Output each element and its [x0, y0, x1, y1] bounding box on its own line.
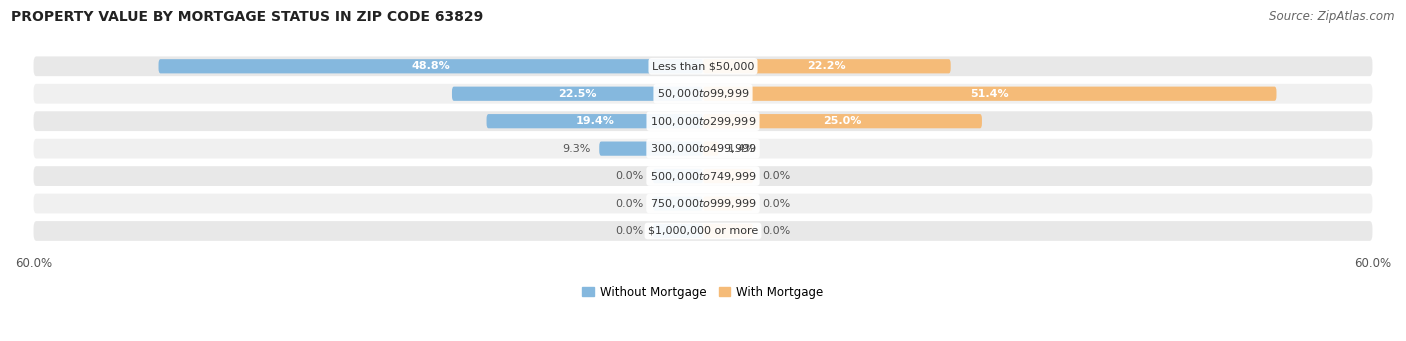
Text: 0.0%: 0.0% [762, 198, 790, 209]
FancyBboxPatch shape [451, 87, 703, 101]
FancyBboxPatch shape [652, 224, 703, 238]
FancyBboxPatch shape [34, 221, 1372, 241]
Text: 0.0%: 0.0% [616, 171, 644, 181]
Text: 22.2%: 22.2% [807, 61, 846, 71]
Text: 51.4%: 51.4% [970, 89, 1010, 99]
Text: 0.0%: 0.0% [762, 226, 790, 236]
FancyBboxPatch shape [159, 59, 703, 73]
Text: $300,000 to $499,999: $300,000 to $499,999 [650, 142, 756, 155]
FancyBboxPatch shape [486, 114, 703, 128]
FancyBboxPatch shape [703, 59, 950, 73]
Text: 19.4%: 19.4% [575, 116, 614, 126]
Legend: Without Mortgage, With Mortgage: Without Mortgage, With Mortgage [578, 281, 828, 303]
Text: $50,000 to $99,999: $50,000 to $99,999 [657, 87, 749, 100]
Text: 1.4%: 1.4% [727, 144, 756, 154]
Text: 25.0%: 25.0% [824, 116, 862, 126]
Text: $100,000 to $299,999: $100,000 to $299,999 [650, 115, 756, 128]
FancyBboxPatch shape [34, 166, 1372, 186]
FancyBboxPatch shape [703, 87, 1277, 101]
Text: 22.5%: 22.5% [558, 89, 596, 99]
FancyBboxPatch shape [703, 142, 718, 156]
FancyBboxPatch shape [703, 224, 754, 238]
Text: 9.3%: 9.3% [562, 144, 591, 154]
FancyBboxPatch shape [34, 139, 1372, 159]
Text: Less than $50,000: Less than $50,000 [652, 61, 754, 71]
Text: 48.8%: 48.8% [412, 61, 450, 71]
FancyBboxPatch shape [599, 142, 703, 156]
Text: PROPERTY VALUE BY MORTGAGE STATUS IN ZIP CODE 63829: PROPERTY VALUE BY MORTGAGE STATUS IN ZIP… [11, 10, 484, 24]
Text: $500,000 to $749,999: $500,000 to $749,999 [650, 169, 756, 182]
FancyBboxPatch shape [34, 111, 1372, 131]
Text: 0.0%: 0.0% [616, 226, 644, 236]
FancyBboxPatch shape [652, 169, 703, 183]
FancyBboxPatch shape [34, 194, 1372, 213]
FancyBboxPatch shape [703, 196, 754, 211]
FancyBboxPatch shape [34, 56, 1372, 76]
Text: $750,000 to $999,999: $750,000 to $999,999 [650, 197, 756, 210]
Text: 0.0%: 0.0% [762, 171, 790, 181]
Text: $1,000,000 or more: $1,000,000 or more [648, 226, 758, 236]
FancyBboxPatch shape [652, 196, 703, 211]
FancyBboxPatch shape [703, 169, 754, 183]
FancyBboxPatch shape [34, 84, 1372, 104]
FancyBboxPatch shape [703, 114, 981, 128]
Text: Source: ZipAtlas.com: Source: ZipAtlas.com [1270, 10, 1395, 23]
Text: 0.0%: 0.0% [616, 198, 644, 209]
